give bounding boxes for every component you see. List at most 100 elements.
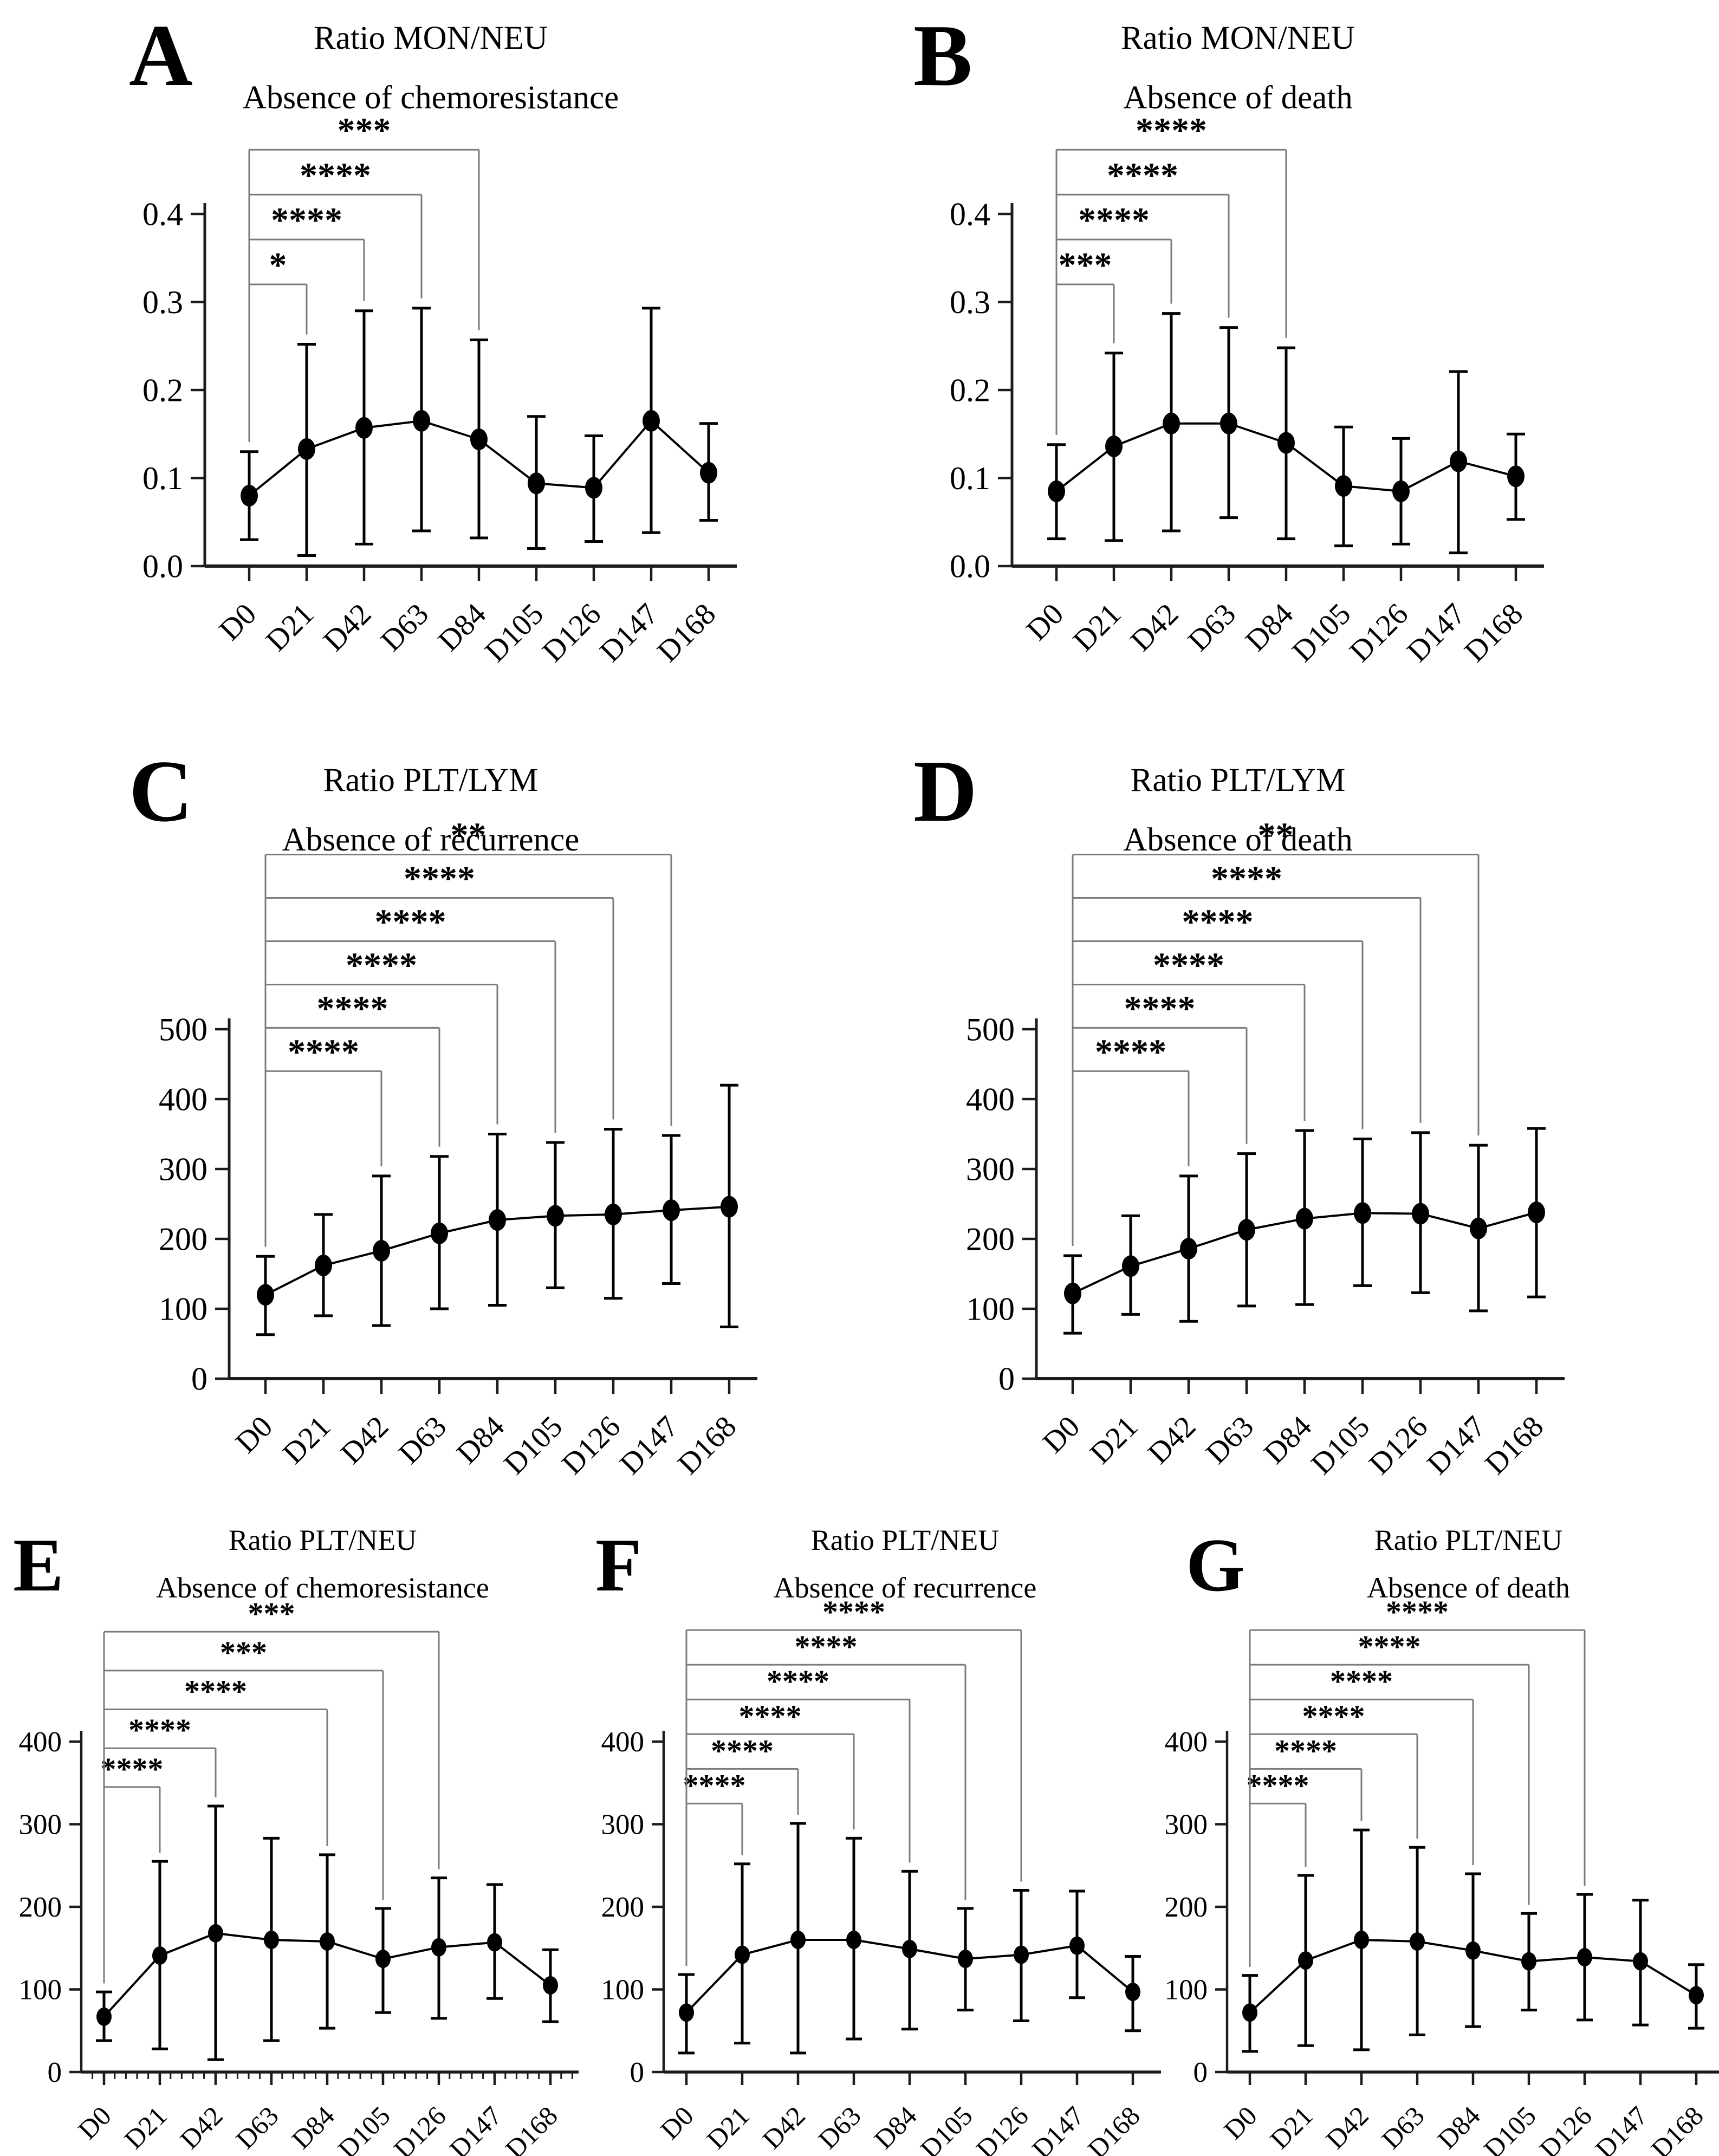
panel-title: Ratio PLT/NEU — [810, 1524, 1000, 1556]
line-chart-A: ************0.00.10.20.30.4D0D21D42D63D8… — [142, 111, 737, 668]
x-tick-label: D42 — [174, 2100, 228, 2154]
data-point — [643, 410, 660, 432]
significance-label: *** — [220, 1635, 267, 1670]
x-tick-label: D126 — [1363, 1410, 1434, 1481]
y-tick-label: 400 — [1165, 1726, 1208, 1758]
y-tick-label: 100 — [159, 1291, 207, 1327]
data-point — [1450, 450, 1467, 472]
y-tick-label: 300 — [159, 1151, 207, 1187]
data-point — [320, 1932, 335, 1951]
x-tick-label: D63 — [374, 597, 435, 658]
data-point — [1410, 1932, 1425, 1951]
x-tick-label: D84 — [868, 2100, 922, 2154]
x-tick-label: D21 — [1067, 597, 1127, 658]
data-point — [298, 438, 315, 460]
data-point — [547, 1205, 564, 1227]
data-point — [1465, 1941, 1481, 1960]
data-point — [431, 1222, 448, 1244]
panel-letter-B: B — [913, 7, 972, 105]
y-tick-label: 200 — [1165, 1892, 1208, 1923]
x-tick-label: D147 — [593, 597, 665, 668]
x-tick-label: D147 — [1590, 2100, 1653, 2156]
significance-label: **** — [1274, 1733, 1337, 1768]
panel-title: Ratio PLT/NEU — [1374, 1524, 1563, 1556]
panel-subtitle: Absence of death — [1123, 822, 1353, 858]
y-tick-label: 0 — [630, 2057, 645, 2088]
significance-label: ** — [451, 816, 486, 855]
significance-brackets: ********************** — [1072, 816, 1480, 1246]
significance-brackets: ************ — [248, 111, 480, 442]
significance-label: **** — [101, 1751, 164, 1787]
data-point — [1521, 1952, 1536, 1971]
axes: 0.00.10.20.30.4D0D21D42D63D84D105D126D14… — [950, 196, 1544, 668]
significance-label: *** — [338, 111, 391, 150]
significance-brackets: *************** — [1055, 111, 1287, 435]
significance-label: **** — [711, 1733, 774, 1768]
panel-title: Ratio PLT/NEU — [228, 1524, 417, 1556]
x-tick-label: D168 — [1082, 2100, 1146, 2156]
y-tick-label: 0.1 — [142, 460, 183, 496]
significance-label: **** — [795, 1629, 858, 1664]
data-point — [257, 1284, 274, 1306]
panel-subtitle: Absence of death — [1367, 1571, 1570, 1604]
significance-brackets: ********************** — [264, 816, 672, 1247]
significance-label: **** — [1124, 989, 1196, 1028]
panel-letter-A: A — [129, 7, 193, 105]
x-tick-label: D168 — [1645, 2100, 1709, 2156]
data-points — [257, 1196, 738, 1306]
data-point — [721, 1196, 738, 1218]
y-tick-label: 0 — [48, 2057, 62, 2088]
data-points — [1242, 1931, 1704, 2022]
data-point — [1354, 1931, 1369, 1949]
data-point — [152, 1946, 167, 1965]
data-point — [1296, 1207, 1313, 1230]
data-points — [1064, 1201, 1545, 1304]
data-point — [413, 410, 430, 432]
y-tick-label: 0.4 — [950, 196, 990, 232]
data-point — [375, 1950, 391, 1969]
panel-F: F Ratio PLT/NEU Absence of recurrence **… — [588, 1511, 1161, 2156]
data-point — [1470, 1217, 1487, 1239]
data-point — [735, 1945, 750, 1964]
x-tick-label: D63 — [230, 2100, 284, 2154]
data-points — [679, 1931, 1140, 2022]
x-tick-label: D147 — [1026, 2100, 1090, 2156]
x-tick-label: D147 — [1420, 1410, 1492, 1481]
x-tick-label: D105 — [497, 1410, 569, 1481]
data-point — [1064, 1282, 1081, 1304]
x-tick-label: D126 — [536, 597, 607, 668]
y-tick-label: 300 — [966, 1151, 1015, 1187]
x-tick-label: D0 — [72, 2100, 117, 2145]
y-tick-label: 0 — [998, 1361, 1015, 1397]
data-point — [1507, 465, 1525, 488]
panel-letter-G: G — [1186, 1523, 1245, 1607]
significance-label: **** — [1358, 1629, 1421, 1664]
data-point — [1298, 1951, 1313, 1970]
significance-label: **** — [317, 989, 388, 1028]
y-tick-label: 200 — [159, 1221, 207, 1257]
y-tick-label: 0.0 — [142, 548, 183, 584]
data-point — [1354, 1202, 1371, 1224]
significance-label: **** — [300, 155, 371, 195]
data-point — [528, 472, 545, 495]
y-tick-label: 0 — [1193, 2057, 1208, 2088]
x-tick-label: D42 — [756, 2100, 810, 2154]
panel-letter-C: C — [129, 743, 193, 840]
x-tick-label: D168 — [1458, 597, 1529, 668]
data-point — [1180, 1238, 1197, 1260]
data-point — [585, 477, 602, 499]
y-tick-label: 0.1 — [950, 460, 990, 496]
significance-label: **** — [271, 200, 342, 240]
y-tick-label: 200 — [19, 1892, 62, 1923]
data-point — [663, 1199, 680, 1222]
significance-label: **** — [683, 1768, 746, 1803]
data-point — [1069, 1936, 1085, 1955]
x-tick-label: D21 — [260, 597, 320, 658]
y-tick-label: 400 — [966, 1081, 1015, 1117]
x-tick-label: D147 — [613, 1410, 685, 1481]
x-tick-label: D21 — [118, 2100, 172, 2154]
panel-subtitle: Absence of chemoresistance — [156, 1571, 489, 1604]
data-point — [1122, 1255, 1139, 1277]
